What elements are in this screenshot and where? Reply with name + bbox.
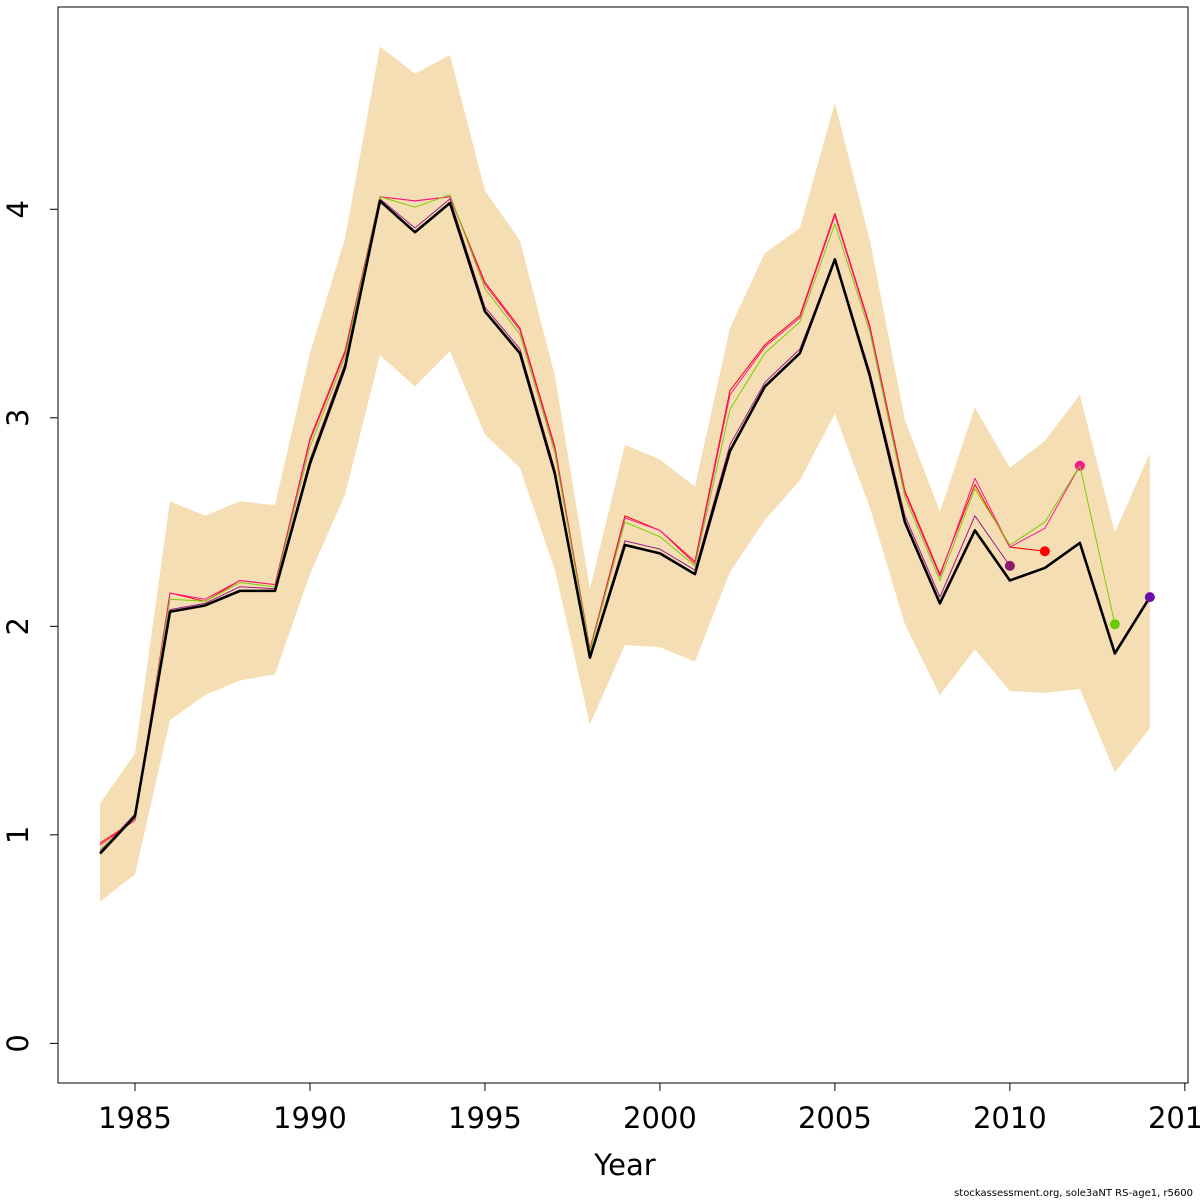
x-tick-label: 1985 xyxy=(98,1101,172,1135)
x-tick-label: 1990 xyxy=(273,1101,347,1135)
x-tick-label: 2000 xyxy=(623,1101,697,1135)
confidence-band xyxy=(99,46,1150,902)
plot-area xyxy=(99,46,1155,902)
y-tick-label: 4 xyxy=(1,200,35,218)
x-tick-label: 1995 xyxy=(448,1101,522,1135)
plot-frame xyxy=(57,6,1189,1084)
retro-line xyxy=(99,199,1151,855)
y-tick-label: 0 xyxy=(1,1034,35,1052)
x-axis-label: Year xyxy=(593,1148,655,1182)
y-tick-label: 3 xyxy=(1,409,35,427)
x-tick-label: 2005 xyxy=(798,1101,872,1135)
end-point xyxy=(1109,619,1120,630)
x-tick-label: 2015 xyxy=(1148,1101,1200,1135)
end-point xyxy=(1144,592,1155,603)
x-tick-label: 2010 xyxy=(973,1101,1047,1135)
retro-line xyxy=(99,194,1116,850)
end-point xyxy=(1039,546,1050,557)
footer: stockassessment.org, sole3aNT RS-age1, r… xyxy=(954,1188,1193,1199)
y-tick-label: 2 xyxy=(1,617,35,635)
y-tick-label: 1 xyxy=(1,826,35,844)
end-point xyxy=(1004,560,1015,571)
